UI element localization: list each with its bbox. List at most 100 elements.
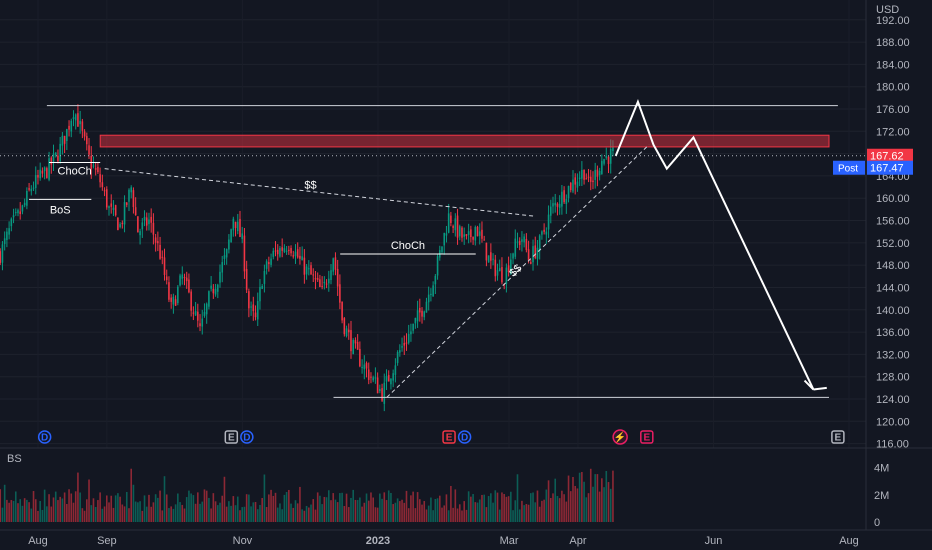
candle-body <box>72 117 75 120</box>
volume-bar <box>463 501 466 522</box>
dividend-badge[interactable]: D <box>240 430 254 444</box>
volume-bar <box>281 509 283 522</box>
candle-body <box>530 262 532 264</box>
dividend-badge[interactable]: D <box>37 430 52 444</box>
volume-bar <box>223 476 226 522</box>
volume-bar <box>321 504 323 522</box>
volume-bar <box>334 499 337 522</box>
candle-body <box>163 257 166 275</box>
candle-body <box>467 231 470 235</box>
candle-body <box>609 148 612 164</box>
candles <box>0 104 614 412</box>
volume-bar <box>558 498 561 522</box>
volume-bar <box>256 509 259 522</box>
volume-bar <box>292 507 295 522</box>
candle-body <box>63 135 66 144</box>
candle-body <box>256 301 259 320</box>
event-badges[interactable]: ED E D E D ⚡ E <box>37 429 845 445</box>
volume-bar <box>54 491 57 522</box>
volume-bar <box>396 498 399 522</box>
candle-body <box>399 350 401 353</box>
candle-body <box>92 165 95 167</box>
candle-body <box>319 279 321 287</box>
volume-bar <box>165 494 168 522</box>
candle-body <box>219 271 221 283</box>
candle-body <box>188 279 190 293</box>
volume-bar <box>212 493 215 522</box>
candle-body <box>545 231 548 235</box>
dividend-badge[interactable]: D <box>457 430 472 444</box>
earnings-badge[interactable]: E <box>442 430 456 444</box>
time-tick-label: Aug <box>839 535 859 547</box>
price-axis[interactable]: 192.00188.00184.00180.00176.00172.00168.… <box>876 15 910 451</box>
liquidity-line[interactable] <box>386 144 650 398</box>
volume-bar <box>410 495 412 522</box>
volume-bar <box>314 509 317 522</box>
volume-bar <box>609 488 612 522</box>
volume-bar <box>572 476 574 522</box>
earnings-badge[interactable]: E <box>640 430 654 444</box>
volume-bar <box>303 510 306 522</box>
volume-bar <box>194 503 197 522</box>
volume-bar <box>510 491 512 522</box>
horizontal-levels[interactable] <box>0 105 866 398</box>
candle-body <box>97 166 99 173</box>
badge-circle <box>240 430 254 444</box>
volume-bar <box>10 500 13 522</box>
supply-zone[interactable] <box>99 134 830 148</box>
volume-bar <box>569 491 572 522</box>
volume-bar <box>88 479 90 522</box>
split-icon[interactable]: ⚡ <box>612 429 628 445</box>
candle-body <box>88 145 90 155</box>
candle-body <box>447 213 450 233</box>
resistance-zone[interactable] <box>99 134 830 148</box>
volume-bar <box>168 508 170 522</box>
volume-bar <box>525 504 528 522</box>
volume-bar <box>379 493 381 522</box>
candle-body <box>450 215 452 223</box>
volume-bar <box>283 494 286 522</box>
candle-body <box>472 236 474 240</box>
volume-bar <box>503 494 505 522</box>
volume-bar <box>538 506 541 522</box>
structure-lines[interactable]: ChoCh BoS ChoCh <box>29 162 476 255</box>
volume-bar <box>92 498 95 522</box>
liquidity-line[interactable] <box>104 168 534 217</box>
volume-bar <box>163 476 166 522</box>
volume-bar <box>105 495 108 522</box>
candle-body <box>510 259 512 274</box>
volume-bar <box>23 498 26 522</box>
volume-bar <box>425 509 428 522</box>
earnings-badge[interactable]: E <box>831 430 845 444</box>
volume-bar <box>228 501 230 522</box>
candle-body <box>208 291 210 307</box>
candle-body <box>376 377 379 394</box>
price-tick-label: 116.00 <box>876 439 909 451</box>
projection-zigzag[interactable] <box>614 98 815 390</box>
candle-body <box>3 238 6 245</box>
volume-bar <box>216 505 219 522</box>
post-price-label: 167.47 <box>870 163 904 175</box>
candle-body <box>252 304 255 312</box>
volume-bar <box>299 486 301 522</box>
volume-bar <box>141 510 144 522</box>
time-tick-label: Jun <box>705 535 723 547</box>
volume-bar <box>148 494 150 522</box>
volume-bar <box>450 485 452 522</box>
projection-path[interactable] <box>614 98 827 391</box>
candle-body <box>536 247 539 259</box>
candle-body <box>159 244 161 259</box>
candle-body <box>1 244 4 263</box>
candle-body <box>518 240 521 245</box>
candle-body <box>108 206 110 208</box>
candle-body <box>86 136 88 145</box>
volume-bar <box>385 500 388 522</box>
badge-box <box>442 430 456 444</box>
candle-body <box>314 278 317 280</box>
time-axis[interactable]: Aug Sep Nov 2023 Mar Apr Jun Aug <box>28 535 859 547</box>
candle-body <box>407 333 410 343</box>
earnings-badge[interactable]: E <box>224 430 239 444</box>
volume-bar <box>327 490 330 522</box>
price-tick-label: 160.00 <box>876 193 910 205</box>
